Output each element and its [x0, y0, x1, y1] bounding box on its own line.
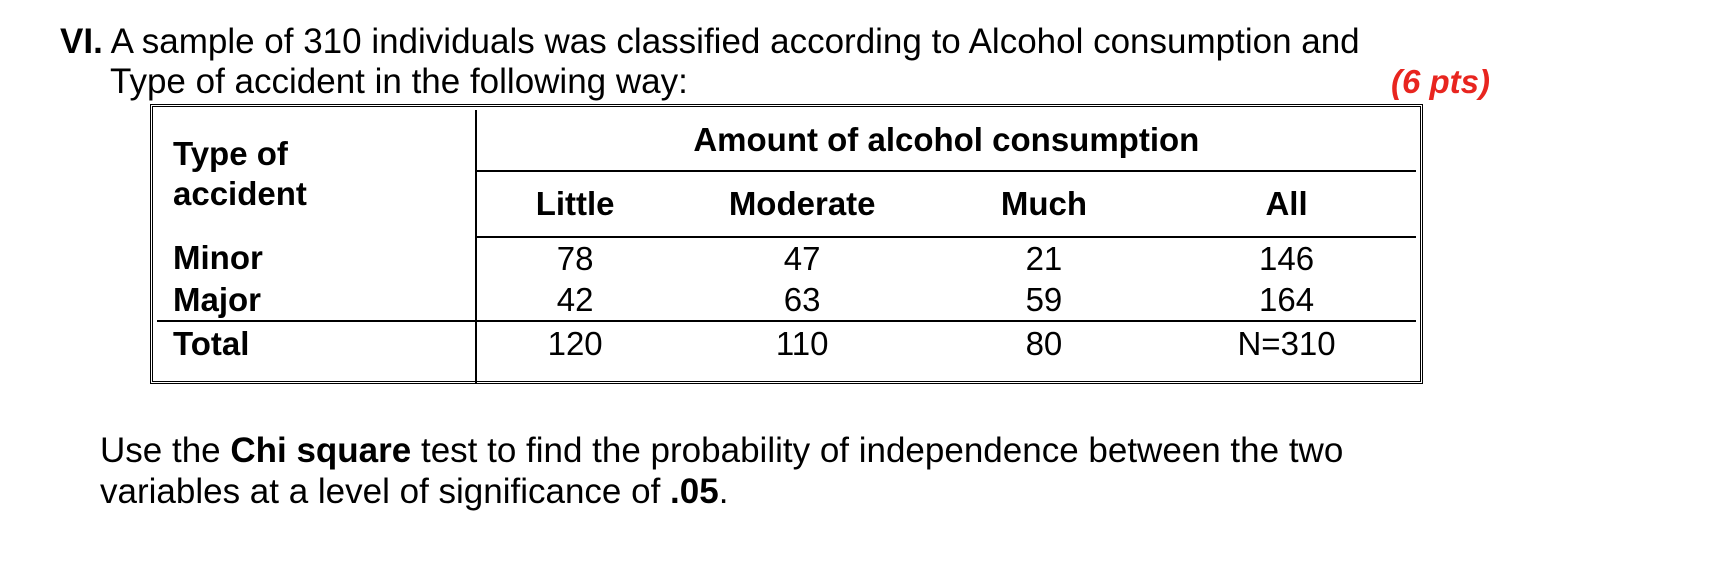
- table-padding-cell: [931, 366, 1157, 384]
- row-header-cell: Type of accident: [157, 110, 477, 237]
- group-header: Amount of alcohol consumption: [475, 110, 1416, 172]
- instruction-bold-chi-square: Chi square: [230, 431, 412, 470]
- table-padding-cell: [476, 366, 674, 384]
- table-padding-cell: [157, 366, 477, 384]
- instruction-part-3: variables at a level of significance of: [100, 472, 671, 511]
- instruction-text: Use the Chi square test to find the prob…: [100, 430, 1343, 512]
- instruction-bold-significance: .05: [670, 472, 719, 511]
- row-label-total: Total: [157, 320, 477, 366]
- table-row: Minor 78 47 21 146: [157, 237, 1416, 279]
- cell-major-moderate: 63: [783, 280, 821, 318]
- question-line-1: VI. A sample of 310 individuals was clas…: [60, 22, 1360, 62]
- instruction-line-2: variables at a level of significance of …: [100, 471, 1343, 512]
- column-header-much: Much: [930, 171, 1158, 238]
- cell-minor-little: 78: [556, 239, 594, 277]
- column-header-little: Little: [475, 171, 674, 238]
- cell-total-all: N=310: [1157, 320, 1416, 366]
- contingency-table-frame: Type of accident Amount of alcohol consu…: [150, 104, 1423, 384]
- question-text-line-1: A sample of 310 individuals was classifi…: [102, 22, 1360, 61]
- instruction-part-1: Use the: [100, 431, 231, 470]
- instruction-part-4: .: [718, 472, 729, 511]
- cell-total-little: 120: [475, 320, 674, 366]
- cell-total-moderate: 110: [673, 320, 931, 366]
- row-header-line-2: accident: [173, 174, 307, 212]
- cell-minor-moderate: 47: [783, 239, 821, 277]
- column-header-moderate: Moderate: [673, 171, 931, 238]
- column-header-all: All: [1157, 171, 1416, 238]
- instruction-line-1: Use the Chi square test to find the prob…: [100, 430, 1343, 471]
- cell-minor-all: 146: [1259, 239, 1315, 277]
- row-header-line-1: Type of: [173, 134, 288, 172]
- table-row: Total 120 110 80 N=310: [157, 320, 1416, 366]
- cell-major-much: 59: [1025, 280, 1063, 318]
- row-label-minor: Minor: [157, 237, 477, 279]
- instruction-part-2: test to find the probability of independ…: [411, 431, 1344, 470]
- table-row: Major 42 63 59 164: [157, 279, 1416, 321]
- points-label: (6 pts): [1391, 63, 1490, 100]
- table-padding-cell: [1157, 366, 1416, 384]
- contingency-table: Type of accident Amount of alcohol consu…: [157, 110, 1416, 384]
- table-padding-cell: [674, 366, 931, 384]
- cell-major-little: 42: [556, 280, 594, 318]
- question-number: VI.: [60, 22, 103, 61]
- question-line-2: Type of accident in the following way:: [110, 62, 688, 101]
- cell-minor-much: 21: [1025, 239, 1063, 277]
- row-label-major: Major: [157, 279, 477, 321]
- cell-major-all: 164: [1259, 280, 1315, 318]
- cell-total-much: 80: [930, 320, 1158, 366]
